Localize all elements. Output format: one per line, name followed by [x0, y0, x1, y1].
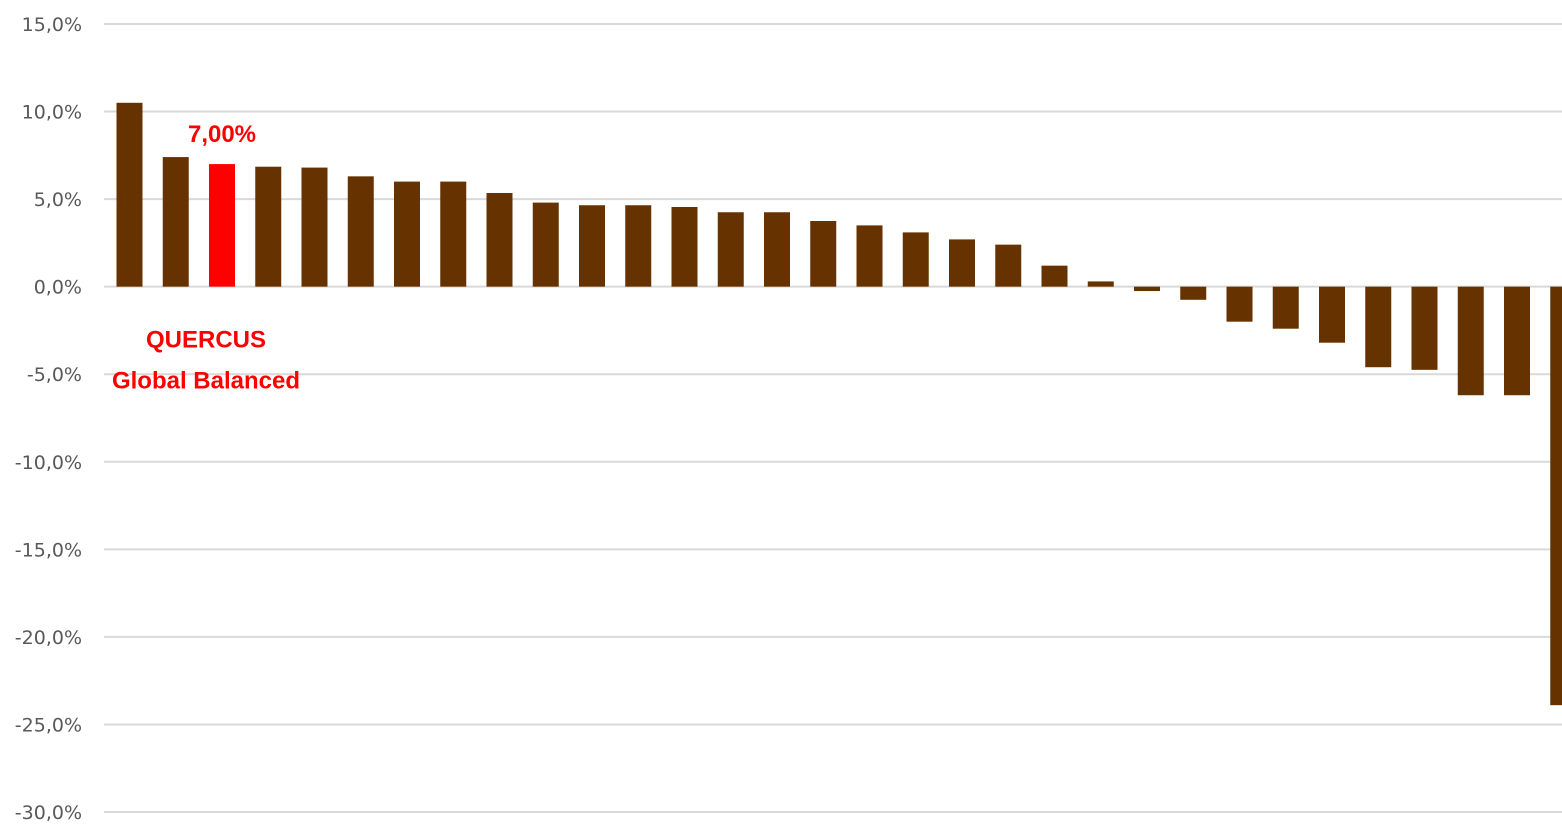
bar	[1411, 286, 1438, 370]
y-tick-label: -25,0%	[15, 714, 82, 736]
bar	[1180, 286, 1207, 300]
bar	[1457, 286, 1484, 396]
y-tick-label: 0,0%	[34, 277, 82, 299]
y-tick-label: -10,0%	[15, 452, 82, 474]
bar	[301, 167, 328, 287]
bar	[486, 192, 513, 287]
bar	[255, 166, 282, 287]
y-tick-label: -30,0%	[15, 802, 82, 824]
bar	[347, 176, 374, 287]
bar	[440, 181, 467, 287]
bar	[579, 205, 605, 287]
bar	[995, 244, 1022, 287]
bar	[764, 212, 790, 287]
y-tick-label: -15,0%	[15, 539, 82, 561]
bar	[1087, 281, 1114, 287]
bar	[394, 181, 420, 287]
y-tick-label: 15,0%	[22, 14, 82, 36]
bar	[810, 221, 837, 287]
highlight-value-label: 7,00%	[188, 121, 256, 148]
bar	[1226, 286, 1253, 322]
bar	[1272, 286, 1299, 329]
y-tick-label: 10,0%	[22, 102, 82, 124]
y-axis-tick-labels: 15,0% 10,0% 5,0% 0,0% -5,0% -10,0% -15,0% -20,0…	[15, 14, 82, 824]
bar	[1041, 265, 1068, 287]
bar-highlight	[209, 164, 235, 287]
y-tick-label: 5,0%	[34, 189, 82, 211]
highlight-name-line1: QUERCUS	[146, 327, 266, 354]
bar	[902, 232, 929, 287]
highlight-name-line2: Global Balanced	[112, 368, 300, 395]
bar	[625, 205, 652, 287]
gridlines	[104, 23, 1562, 813]
bar	[717, 212, 744, 287]
bar	[671, 206, 698, 287]
bar	[532, 202, 559, 287]
bar	[856, 225, 883, 287]
bar	[1365, 286, 1392, 368]
bar	[1550, 286, 1562, 706]
bar	[949, 239, 975, 287]
y-tick-label: -5,0%	[27, 364, 82, 386]
bar	[1504, 286, 1530, 396]
bar	[162, 157, 189, 287]
bar	[1319, 286, 1345, 343]
bar	[1134, 286, 1160, 292]
y-tick-label: -20,0%	[15, 627, 82, 649]
bars	[116, 102, 1562, 706]
bar	[116, 102, 143, 287]
